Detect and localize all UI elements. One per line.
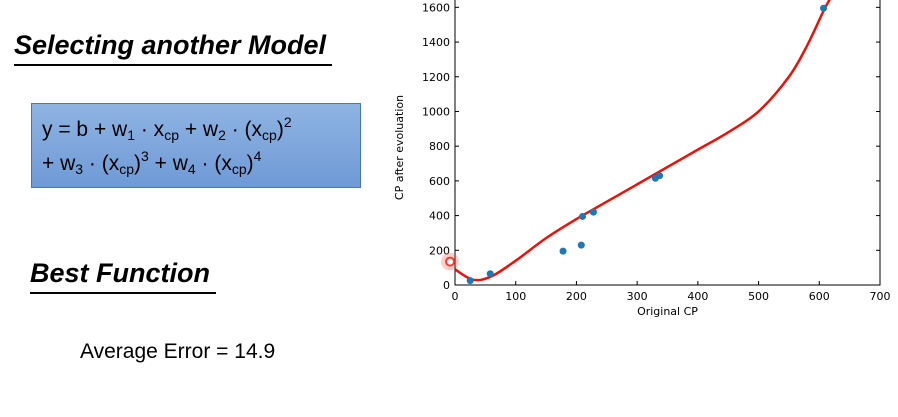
f1-e: ) xyxy=(276,118,284,141)
f1-p2: 2 xyxy=(283,114,292,130)
formula-line-2: + w3 · (xcp)3 + w4 · (xcp)4 xyxy=(42,148,261,177)
highlight-point xyxy=(445,256,455,267)
slide-title: Selecting another Model xyxy=(14,30,333,66)
y-axis-label: CP after evoluation xyxy=(393,95,406,200)
y-tick-label: 400 xyxy=(429,210,450,223)
average-error: Average Error = 14.9 xyxy=(80,340,275,364)
f2-a: + w xyxy=(42,152,76,175)
f1-c: + w xyxy=(178,118,219,141)
data-point xyxy=(820,4,828,12)
f2-d: + w xyxy=(148,152,188,175)
f2-p4: 4 xyxy=(253,148,262,164)
f2-w3: 3 xyxy=(75,161,84,177)
best-function-underline xyxy=(30,292,216,294)
x-tick-label: 100 xyxy=(505,290,526,303)
formula-box: y = b + w1 · xcp + w2 · (xcp)2 + w3 · (x… xyxy=(31,103,361,188)
f1-w1: 1 xyxy=(127,127,136,143)
slide-title-text: Selecting another Model xyxy=(14,30,327,60)
f1-a: y = b + w xyxy=(42,118,128,141)
y-tick-label: 1400 xyxy=(422,36,450,49)
y-tick-label: 1000 xyxy=(422,105,450,118)
f2-c: ) xyxy=(134,152,142,175)
x-tick-label: 500 xyxy=(748,290,769,303)
f1-b: · x xyxy=(135,118,165,141)
f2-w4: 4 xyxy=(187,161,196,177)
x-tick-label: 300 xyxy=(627,290,648,303)
data-point xyxy=(486,270,494,278)
f1-w2: 2 xyxy=(218,127,226,143)
x-tick-label: 400 xyxy=(687,290,708,303)
f2-f: ) xyxy=(246,152,254,175)
f2-b: · (x xyxy=(83,152,120,175)
plot-frame xyxy=(454,0,881,286)
fit-curve xyxy=(455,0,831,282)
x-tick-label: 700 xyxy=(870,290,891,303)
x-axis-label: Original CP xyxy=(637,305,698,318)
y-tick-label: 200 xyxy=(429,244,450,257)
average-error-label: Average Error = xyxy=(80,340,235,363)
f1-d: · (x xyxy=(225,118,263,141)
data-point xyxy=(559,247,567,255)
x-tick-label: 200 xyxy=(566,290,587,303)
x-tick-label: 600 xyxy=(809,290,830,303)
f2-e: · (x xyxy=(195,152,232,175)
title-underline xyxy=(14,64,333,66)
f2-cp4: cp xyxy=(231,161,247,177)
y-tick-label: 0 xyxy=(443,279,450,292)
f1-cp1: cp xyxy=(164,127,179,143)
f1-cp2: cp xyxy=(262,127,277,143)
data-point xyxy=(466,277,474,285)
formula-line-1: y = b + w1 · xcp + w2 · (xcp)2 xyxy=(42,114,292,143)
y-tick-label: 1200 xyxy=(422,71,450,84)
x-tick-label: 0 xyxy=(452,290,459,303)
best-function-heading: Best Function xyxy=(30,258,216,294)
average-error-value: 14.9 xyxy=(234,340,276,363)
best-function-text: Best Function xyxy=(30,258,210,288)
data-point xyxy=(579,212,586,220)
y-tick-label: 800 xyxy=(429,140,450,153)
f2-cp3: cp xyxy=(119,161,135,177)
data-point xyxy=(577,241,585,249)
y-tick-label: 600 xyxy=(429,175,450,188)
f2-p3: 3 xyxy=(141,148,149,164)
y-tick-label: 1600 xyxy=(422,1,450,14)
data-point xyxy=(589,208,597,216)
data-point xyxy=(656,172,664,180)
